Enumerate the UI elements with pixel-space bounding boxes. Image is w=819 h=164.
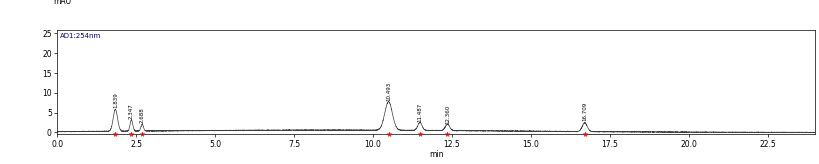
Text: 1.839: 1.839 [113, 92, 118, 108]
Text: mAU: mAU [53, 0, 72, 6]
Text: 12.360: 12.360 [445, 104, 450, 124]
Text: 16.709: 16.709 [582, 102, 587, 121]
Text: 11.487: 11.487 [418, 103, 423, 122]
Text: 10.493: 10.493 [386, 82, 391, 101]
Text: AD1:254nm: AD1:254nm [60, 33, 101, 39]
Text: 2.347: 2.347 [129, 103, 134, 119]
X-axis label: min: min [429, 150, 443, 159]
Text: 2.688: 2.688 [140, 107, 145, 123]
